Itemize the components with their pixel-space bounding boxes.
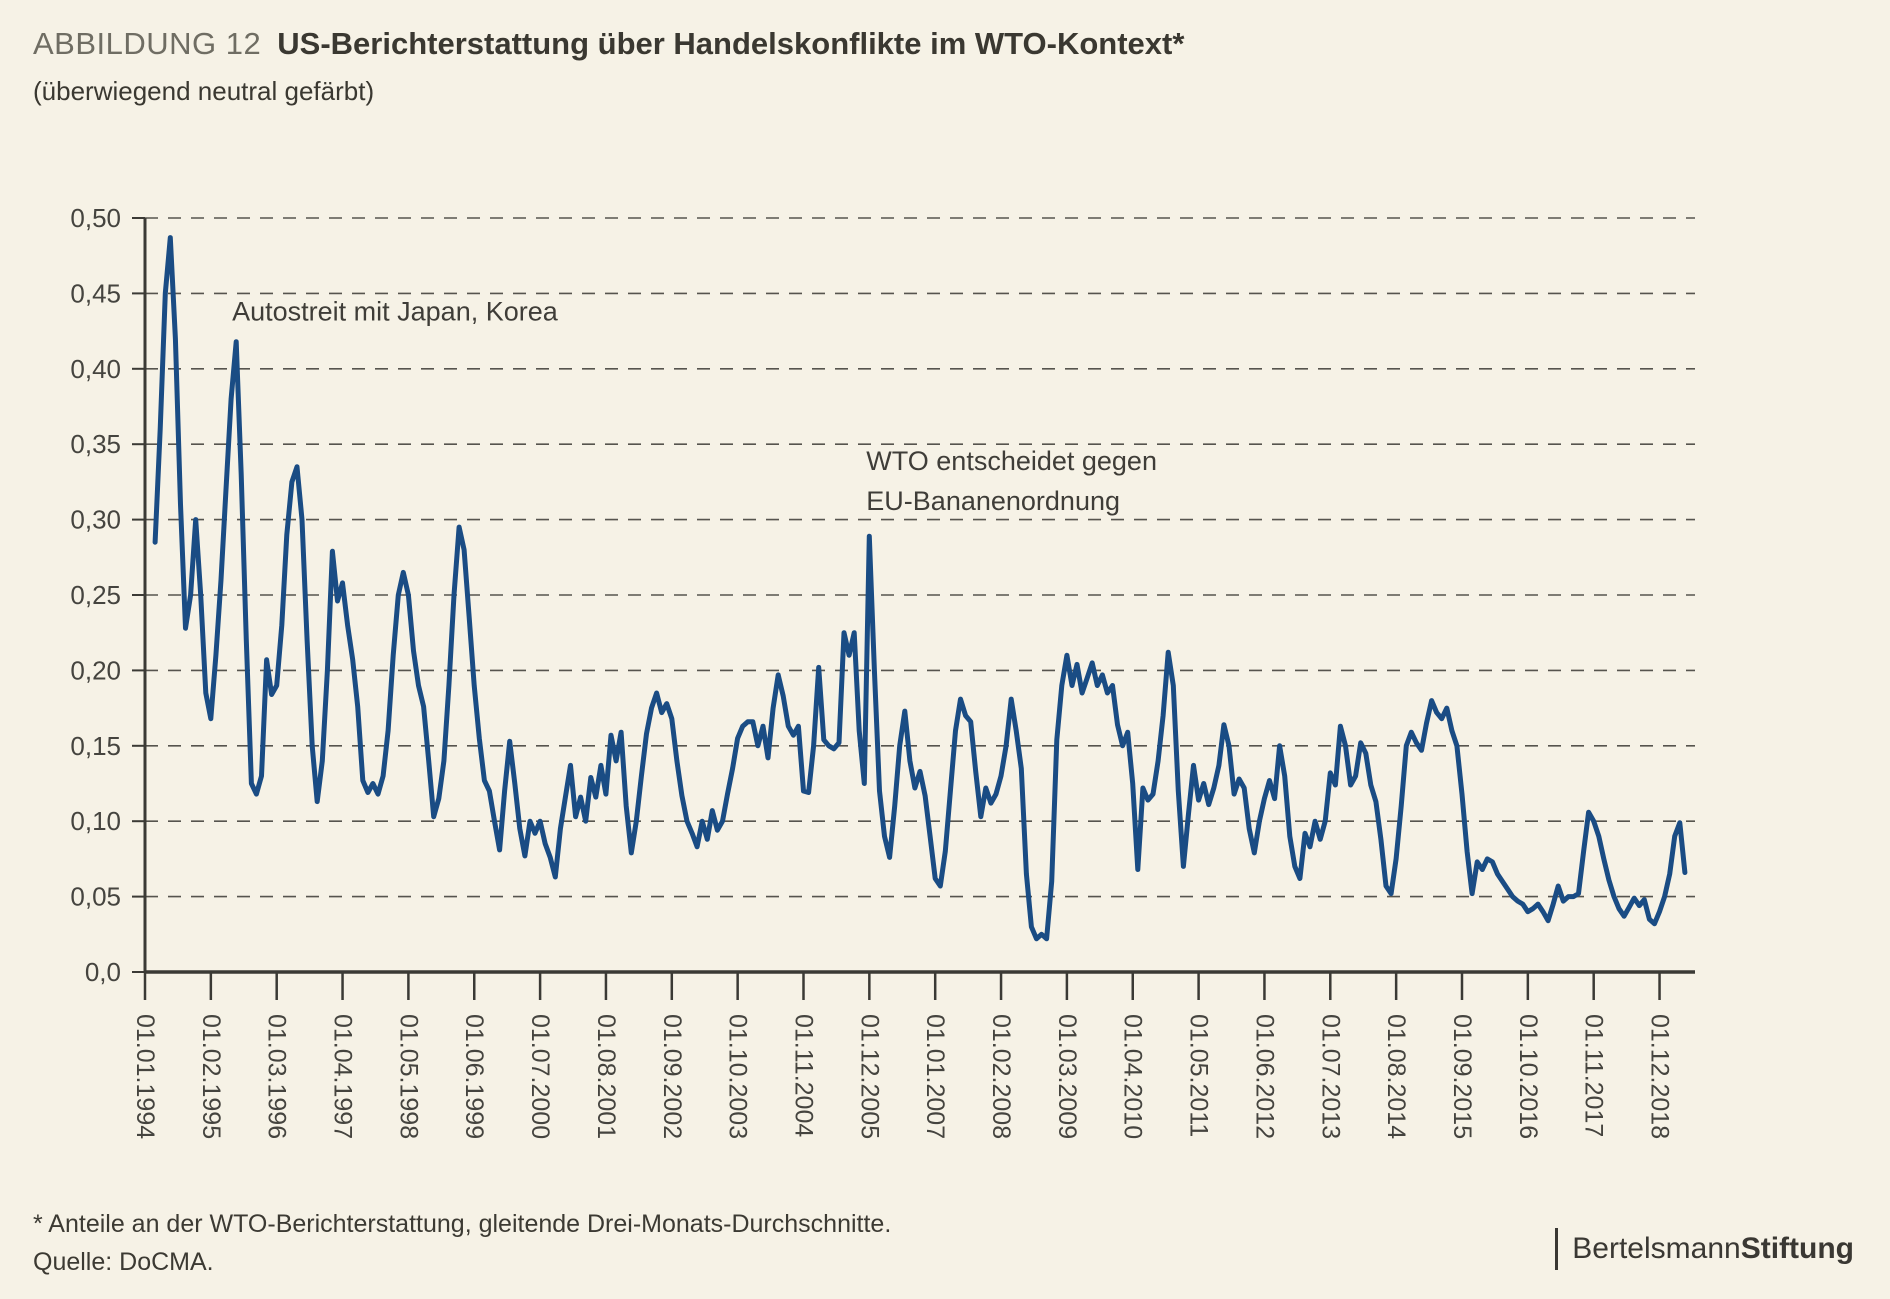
x-axis-tick-label: 01.06.2012 bbox=[1250, 1014, 1278, 1139]
y-axis-tick-label: 0,40 bbox=[70, 354, 121, 384]
x-axis-tick-label: 01.01.2007 bbox=[921, 1014, 949, 1139]
x-axis-tick-label: 01.12.2018 bbox=[1646, 1014, 1674, 1139]
x-axis-tick-label: 01.08.2014 bbox=[1382, 1014, 1410, 1139]
x-axis-tick-label: 01.03.1996 bbox=[263, 1014, 291, 1139]
footnote-block: * Anteile an der WTO-Berichterstattung, … bbox=[33, 1205, 891, 1281]
x-axis-tick-label: 01.01.1994 bbox=[131, 1014, 159, 1139]
chart-header: ABBILDUNG 12 US-Berichterstattung über H… bbox=[33, 26, 1833, 107]
chart-subtitle: (überwiegend neutral gefärbt) bbox=[33, 76, 375, 106]
page-title: US-Berichterstattung über Handelskonflik… bbox=[277, 26, 1185, 61]
y-axis-tick-label: 0,30 bbox=[70, 505, 121, 535]
y-axis-tick-label: 0,05 bbox=[70, 882, 121, 912]
x-axis-tick-label: 01.08.2001 bbox=[592, 1014, 620, 1139]
footnote-text: * Anteile an der WTO-Berichterstattung, … bbox=[33, 1210, 892, 1238]
x-axis-tick-label: 01.02.1995 bbox=[197, 1014, 225, 1139]
logo-text-regular: Bertelsmann bbox=[1572, 1232, 1741, 1265]
y-axis-tick-label: 0,0 bbox=[85, 957, 121, 987]
figure-number: ABBILDUNG 12 bbox=[33, 26, 262, 61]
x-axis-tick-label: 01.04.1997 bbox=[329, 1014, 357, 1139]
x-axis-tick-label: 01.07.2000 bbox=[526, 1014, 554, 1139]
y-axis-tick-label: 0,20 bbox=[70, 655, 121, 685]
y-axis-tick-label: 0,35 bbox=[70, 429, 121, 459]
y-axis-tick-label: 0,10 bbox=[70, 806, 121, 836]
logo-bar-icon bbox=[1555, 1228, 1559, 1270]
chart-annotation: WTO entscheidet gegen EU-Bananenordnung bbox=[866, 446, 1157, 516]
logo-text-bold: Stiftung bbox=[1740, 1232, 1854, 1265]
x-axis-tick-label: 01.02.2008 bbox=[987, 1014, 1015, 1139]
x-axis-tick-label: 01.07.2013 bbox=[1316, 1014, 1344, 1139]
x-axis-tick-label: 01.04.2010 bbox=[1119, 1014, 1147, 1139]
x-axis-tick-label: 01.06.1999 bbox=[460, 1014, 488, 1139]
bertelsmann-logo: BertelsmannStiftung bbox=[1555, 1228, 1854, 1270]
x-axis-tick-label: 01.05.1998 bbox=[394, 1014, 422, 1139]
x-axis-tick-label: 01.10.2016 bbox=[1514, 1014, 1542, 1139]
x-axis-tick-label: 01.09.2002 bbox=[658, 1014, 686, 1139]
chart-annotation: Autostreit mit Japan, Korea bbox=[232, 297, 559, 327]
x-axis-tick-label: 01.05.2011 bbox=[1185, 1014, 1213, 1137]
y-axis-tick-label: 0,25 bbox=[70, 580, 121, 610]
y-axis-tick-label: 0,15 bbox=[70, 731, 121, 761]
data-series-line bbox=[152, 235, 1688, 942]
x-axis-tick-label: 01.09.2015 bbox=[1448, 1014, 1476, 1139]
x-axis-tick-label: 01.03.2009 bbox=[1053, 1014, 1081, 1139]
x-axis-tick-label: 01.10.2003 bbox=[724, 1014, 752, 1139]
x-axis-tick-label: 01.11.2004 bbox=[789, 1014, 817, 1137]
source-text: Quelle: DoCMA. bbox=[33, 1248, 214, 1276]
y-axis-tick-label: 0,45 bbox=[70, 278, 121, 308]
y-axis-tick-label: 0,50 bbox=[70, 203, 121, 233]
x-axis-tick-label: 01.12.2005 bbox=[855, 1014, 883, 1139]
x-axis-tick-label: 01.11.2017 bbox=[1580, 1014, 1608, 1137]
